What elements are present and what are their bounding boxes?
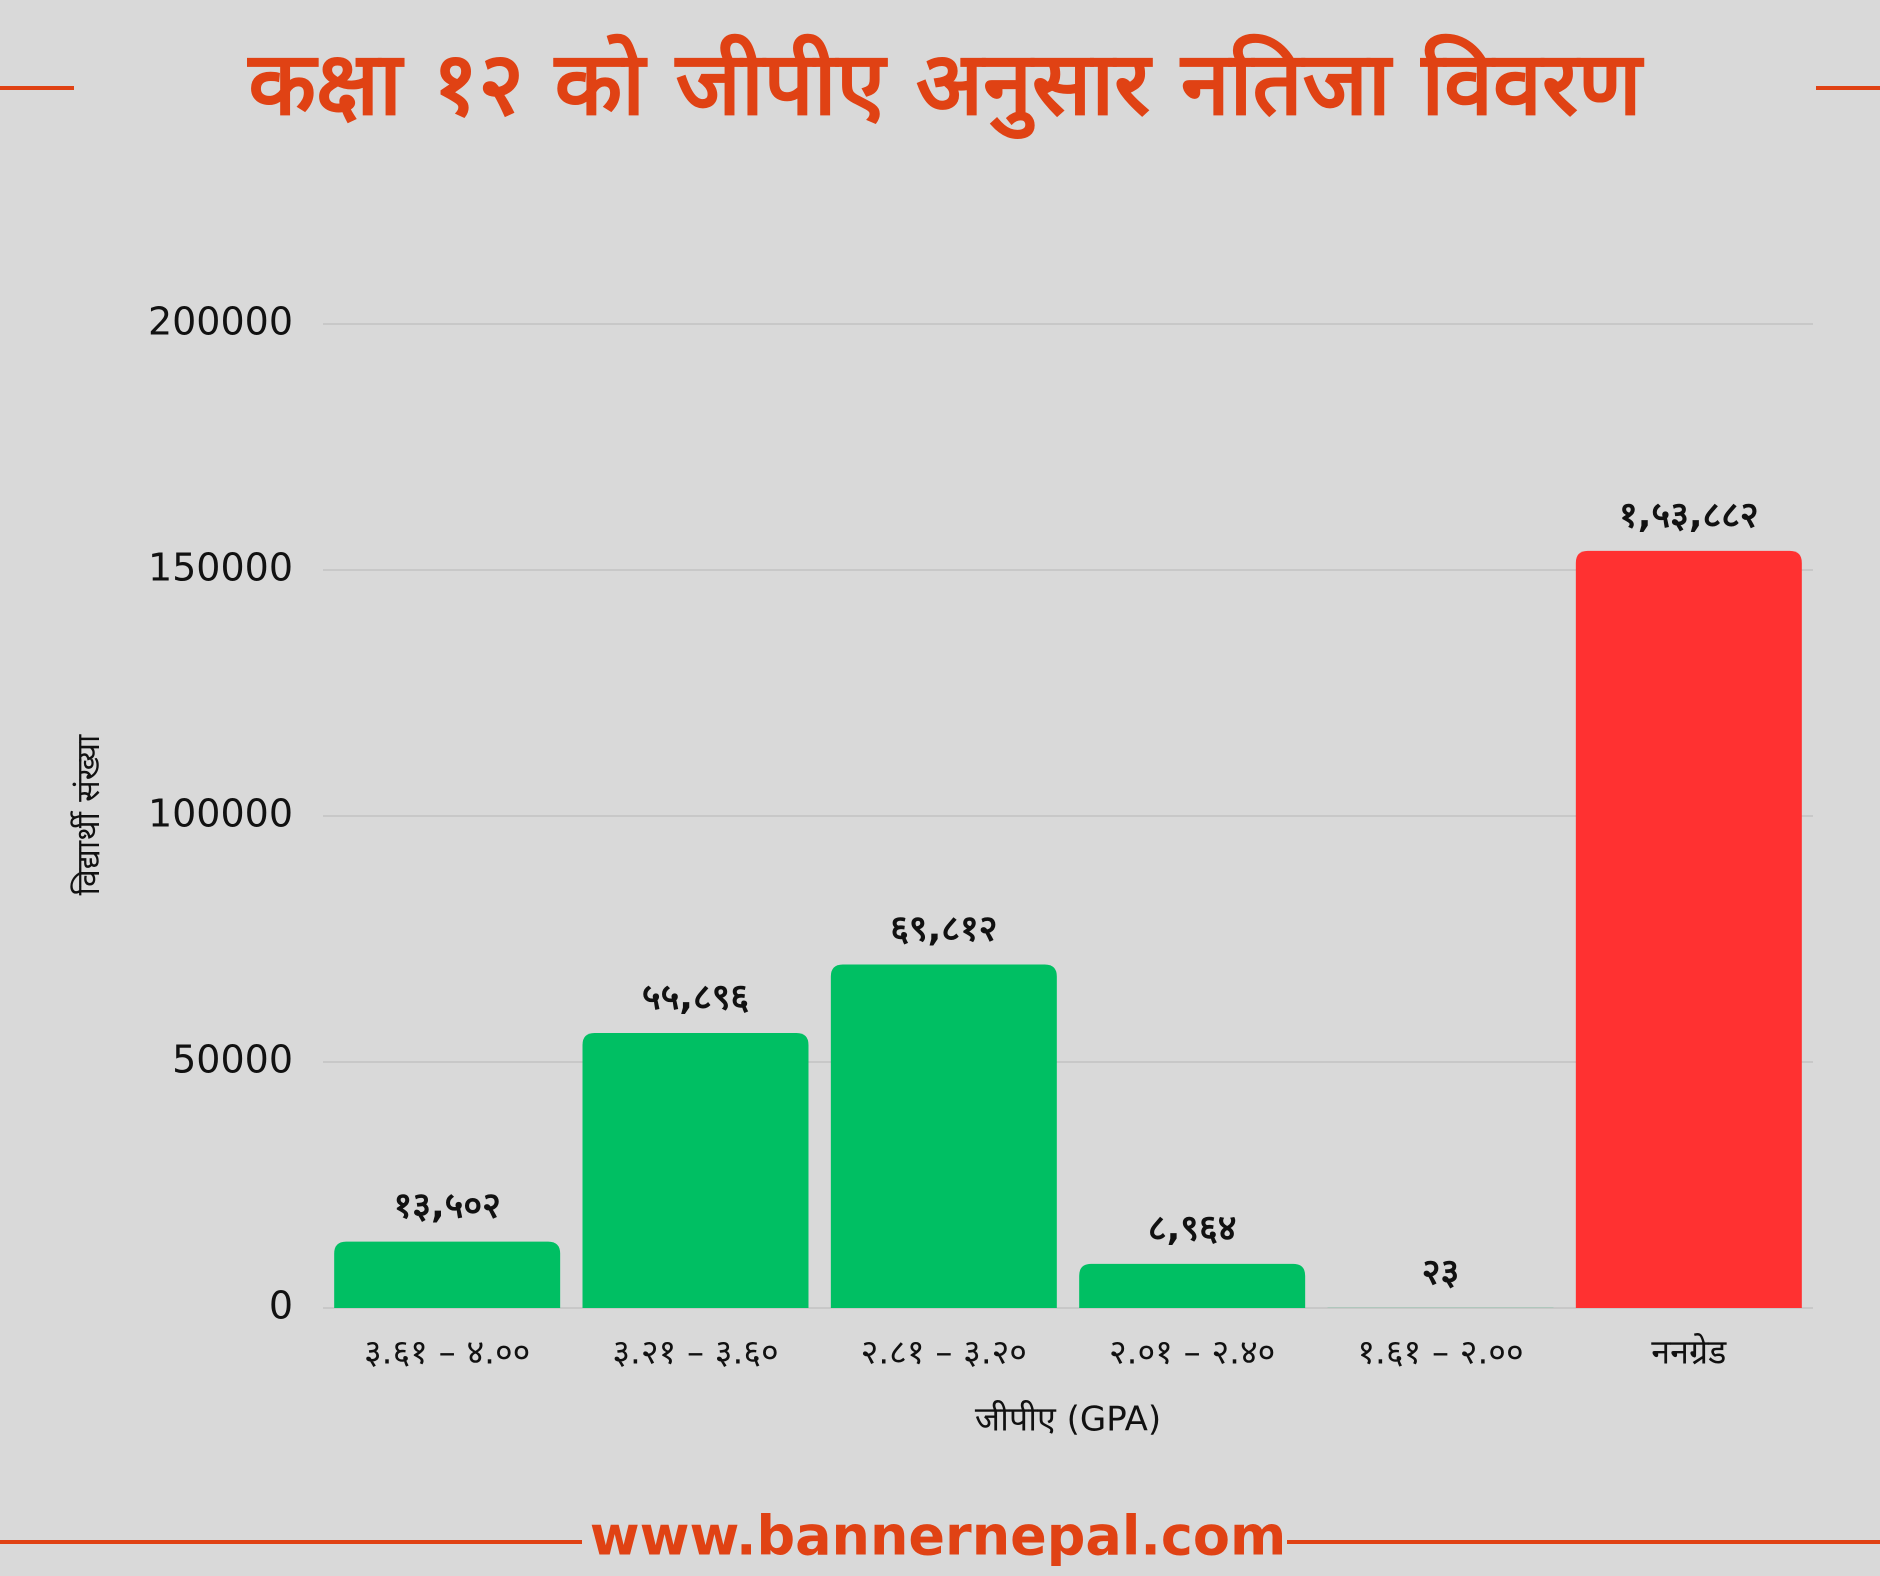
x-axis-label: जीपीए (GPA) [975, 1400, 1161, 1440]
value-label: ८,९६४ [1148, 1208, 1237, 1249]
value-label: २३ [1422, 1252, 1459, 1293]
y-tick-label: 100000 [148, 792, 293, 836]
value-label: ५५,८९६ [642, 977, 749, 1018]
x-tick-label: ननग्रेड [1651, 1333, 1727, 1373]
y-tick-label: 200000 [148, 300, 293, 344]
y-tick-label: 150000 [148, 546, 293, 590]
value-label: ६९,८१२ [890, 909, 997, 950]
y-tick-label: 0 [269, 1284, 293, 1328]
bar [1079, 1263, 1306, 1308]
x-tick-label: १.६१ – २.०० [1357, 1333, 1523, 1373]
value-label: १३,५०२ [394, 1186, 501, 1227]
x-tick-label: ३.२१ – ३.६० [612, 1333, 778, 1373]
y-axis-label: विद्यार्थी संख्या [69, 734, 107, 895]
value-label: १,५३,८८२ [1619, 495, 1759, 536]
x-tick-label: २.८१ – ३.२० [861, 1333, 1027, 1373]
bar [334, 1241, 561, 1308]
footer-url: www.bannernepal.com [590, 1505, 1287, 1568]
x-tick-label: २.०१ – २.४० [1109, 1333, 1275, 1373]
bar [1575, 550, 1802, 1308]
y-tick-label: 50000 [172, 1038, 293, 1082]
x-tick-label: ३.६१ – ४.०० [364, 1333, 530, 1373]
bar [582, 1032, 809, 1308]
chart-title: कक्षा १२ को जीपीए अनुसार नतिजा विवरण [246, 32, 1645, 139]
bar [830, 964, 1057, 1308]
